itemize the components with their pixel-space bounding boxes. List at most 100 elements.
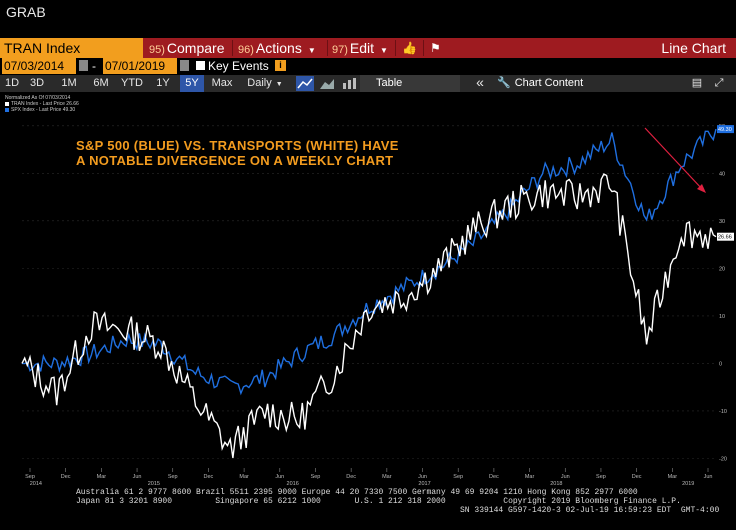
tran-last-price-tag [717, 232, 734, 241]
footer-contacts-line-2: Japan 81 3 3201 8900 Singapore 65 6212 1… [76, 497, 681, 506]
x-tick-label: Mar [239, 474, 249, 480]
x-tick-label: Dec [632, 474, 642, 480]
range-3d[interactable]: 3D [29, 77, 45, 89]
collapse-left-icon[interactable]: « [476, 74, 484, 90]
actions-number: 96) [238, 44, 254, 56]
flag-icon[interactable]: ⚑ [430, 41, 441, 55]
x-tick-label: Mar [668, 474, 678, 480]
toolbar-divider [232, 40, 233, 56]
legend-spx: SPX Index - Last Price 49.30 [5, 107, 79, 113]
calendar-icon[interactable] [79, 60, 88, 71]
spx-last-price-label: 49.30 [718, 127, 732, 133]
compare-label: Compare [166, 40, 225, 56]
range-5y[interactable]: 5Y [180, 75, 204, 92]
start-date-field[interactable]: 07/03/2014 [2, 58, 76, 74]
x-year-label: 2015 [148, 481, 160, 487]
legend-normalized: Normalized As Of 07/03/2014 [5, 95, 71, 101]
y-tick-label: 0 [719, 361, 722, 367]
compare-button[interactable]: 95) Compare [149, 38, 225, 58]
y-tick-label: 40 [719, 171, 725, 177]
line-chart-icon[interactable] [296, 76, 314, 91]
x-tick-label: Sep [453, 474, 463, 480]
command-bar [0, 38, 736, 58]
grab-label: GRAB [6, 4, 46, 20]
date-dash: - [92, 59, 96, 73]
toolbar-divider [395, 40, 396, 56]
zoom-icon[interactable]: ⤢ [714, 77, 724, 89]
area-chart-icon[interactable] [318, 76, 336, 91]
x-tick-label: Jun [704, 474, 713, 480]
ticker-field[interactable]: TRAN Index [0, 38, 143, 58]
actions-button[interactable]: 96) Actions ▼ [238, 38, 316, 58]
x-tick-label: Jun [133, 474, 142, 480]
x-tick-label: Jun [418, 474, 427, 480]
x-tick-label: Dec [204, 474, 214, 480]
x-year-label: 2018 [550, 481, 562, 487]
range-max[interactable]: Max [211, 77, 233, 89]
x-tick-label: Mar [97, 474, 107, 480]
x-tick-label: Dec [346, 474, 356, 480]
x-year-label: 2017 [418, 481, 430, 487]
chevron-down-icon: ▼ [307, 46, 316, 55]
x-tick-label: Sep [25, 474, 35, 480]
table-button[interactable]: Table [360, 75, 460, 92]
x-tick-label: Sep [596, 474, 606, 480]
key-events-label: Key Events [208, 59, 269, 73]
legend-spx-label: SPX Index - Last Price 49.30 [11, 107, 76, 113]
tran-series-line [21, 173, 717, 459]
chart-content-label: Chart Content [514, 77, 584, 89]
end-date-field[interactable]: 07/01/2019 [103, 58, 177, 74]
range-6m[interactable]: 6M [93, 77, 109, 89]
price-chart[interactable]: 50403020100-10-20SepDecMarJunSepDecMarJu… [0, 92, 736, 487]
annotation-line-1: S&P 500 (BLUE) VS. TRANSPORTS (WHITE) HA… [76, 138, 399, 153]
annotation-line-2: A NOTABLE DIVERGENCE ON A WEEKLY CHART [76, 153, 394, 168]
x-year-label: 2019 [682, 481, 694, 487]
chart-content-button[interactable]: 🔧 Chart Content [497, 75, 583, 92]
x-tick-label: Mar [382, 474, 392, 480]
chart-annotation: S&P 500 (BLUE) VS. TRANSPORTS (WHITE) HA… [76, 138, 399, 168]
edit-label: Edit [349, 40, 375, 56]
x-year-label: 2014 [30, 481, 42, 487]
range-1d[interactable]: 1D [4, 77, 20, 89]
range-1y[interactable]: 1Y [156, 77, 170, 89]
legend-tran: TRAN Index - Last Price 26.66 [5, 101, 79, 107]
range-ytd[interactable]: YTD [121, 77, 143, 89]
chart-area[interactable]: 50403020100-10-20SepDecMarJunSepDecMarJu… [0, 92, 736, 487]
divergence-arrow-line [644, 127, 704, 191]
x-tick-label: Mar [525, 474, 535, 480]
chevron-down-icon: ▼ [275, 81, 283, 88]
frequency-label: Daily [247, 77, 272, 89]
actions-label: Actions [255, 40, 302, 56]
chart-type-title: Line Chart [661, 40, 726, 56]
footer-serial: SN 339144 G597-1420-3 02-Jul-19 16:59:23… [460, 506, 720, 515]
x-year-label: 2016 [287, 481, 299, 487]
calendar-icon[interactable] [180, 60, 189, 71]
compare-number: 95) [149, 44, 165, 56]
frequency-dropdown[interactable]: Daily ▼ [241, 75, 289, 92]
y-tick-label: -10 [719, 409, 727, 415]
key-events-checkbox[interactable] [196, 61, 205, 70]
x-tick-label: Dec [61, 474, 71, 480]
thumbs-up-icon[interactable]: 👍 [402, 41, 417, 55]
chart-settings-icon[interactable]: ▤ [691, 77, 703, 89]
spx-series-line [21, 128, 717, 396]
y-tick-label: 20 [719, 266, 725, 272]
info-icon[interactable]: i [275, 60, 286, 71]
edit-button[interactable]: 97) Edit ▼ [332, 38, 388, 58]
x-tick-label: Sep [311, 474, 321, 480]
y-tick-label: 30 [719, 219, 725, 225]
chevron-down-icon: ▼ [380, 46, 388, 55]
x-tick-label: Dec [489, 474, 499, 480]
divergence-arrow-head [697, 184, 706, 193]
y-tick-label: -20 [719, 456, 727, 462]
spx-last-price-tag [717, 125, 734, 134]
edit-number: 97) [332, 44, 348, 56]
tran-last-price-label: 26.66 [718, 235, 732, 241]
range-1m[interactable]: 1M [61, 77, 77, 89]
x-tick-label: Jun [275, 474, 284, 480]
legend-tran-label: TRAN Index - Last Price 26.66 [11, 101, 79, 107]
x-tick-label: Jun [561, 474, 570, 480]
bar-chart-icon[interactable] [340, 76, 358, 91]
toolbar-divider [423, 40, 424, 56]
y-tick-label: 10 [719, 314, 725, 320]
